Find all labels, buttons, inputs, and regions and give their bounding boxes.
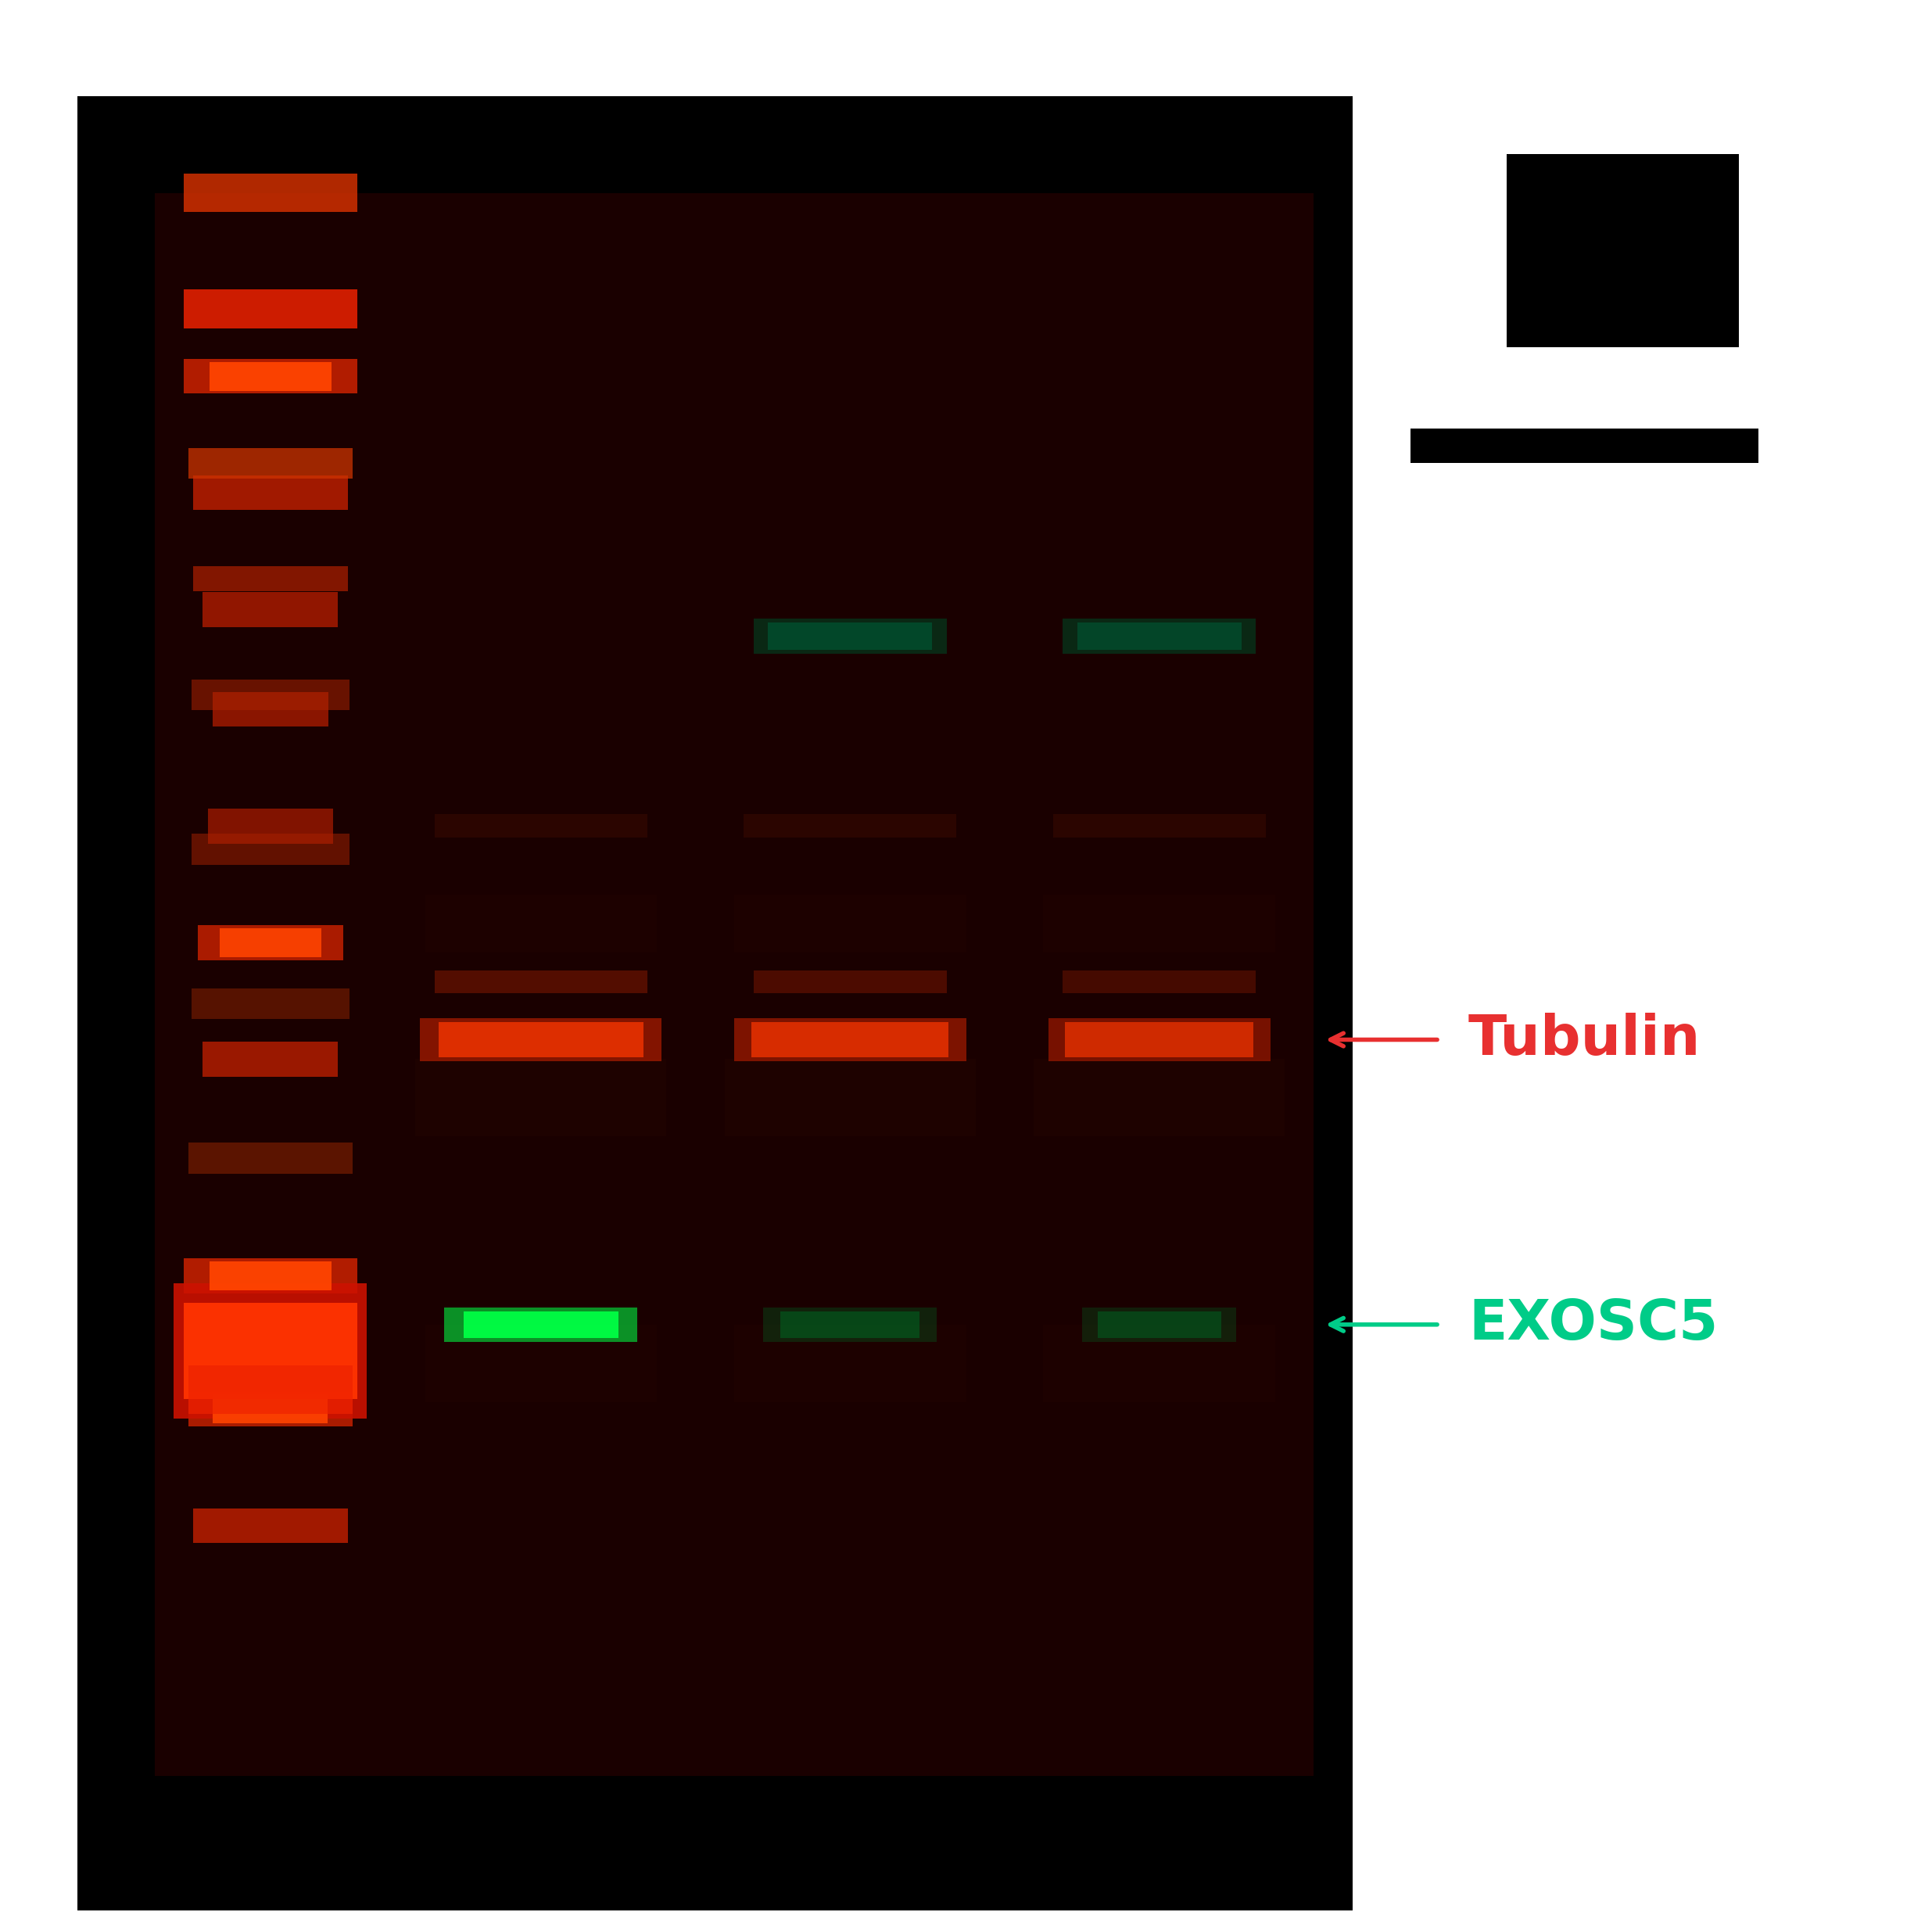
Bar	[1065, 1023, 1254, 1058]
Bar	[744, 814, 956, 838]
Bar	[189, 448, 352, 479]
Polygon shape	[116, 1795, 1024, 1911]
Text: Tubulin: Tubulin	[1468, 1013, 1700, 1067]
Bar	[155, 193, 1314, 1776]
Bar	[189, 1392, 352, 1426]
Bar	[1097, 1310, 1221, 1337]
Bar	[724, 1060, 976, 1137]
Bar	[203, 593, 338, 627]
Bar	[444, 1307, 638, 1341]
Bar	[199, 924, 344, 959]
Bar	[769, 623, 933, 650]
Polygon shape	[77, 96, 1352, 1911]
Bar	[184, 174, 357, 212]
Bar	[1507, 154, 1739, 347]
Bar	[1063, 971, 1256, 994]
Bar	[189, 1143, 352, 1173]
Bar	[1043, 896, 1275, 953]
Bar	[734, 896, 966, 953]
Bar	[1063, 620, 1256, 654]
Bar	[415, 1060, 667, 1137]
Bar	[1049, 1019, 1271, 1062]
Bar	[213, 693, 328, 728]
Bar	[734, 1324, 966, 1401]
Bar	[421, 1019, 661, 1062]
Bar	[193, 475, 348, 510]
Bar	[184, 359, 357, 394]
Bar	[1082, 1307, 1236, 1341]
Bar	[753, 971, 947, 994]
Bar	[191, 834, 350, 865]
Bar	[1078, 623, 1242, 650]
Bar	[1410, 428, 1758, 463]
Bar	[203, 1042, 338, 1077]
Bar	[191, 988, 350, 1019]
Bar	[213, 1395, 328, 1424]
Bar	[184, 290, 357, 328]
Bar	[211, 1262, 332, 1291]
Bar	[435, 971, 647, 994]
Bar	[734, 1019, 966, 1062]
Bar	[193, 1509, 348, 1544]
Bar	[220, 928, 321, 957]
Bar	[191, 679, 350, 710]
Bar	[752, 1023, 949, 1058]
Bar	[209, 809, 334, 843]
Bar	[464, 1310, 618, 1337]
Bar	[753, 620, 947, 654]
Bar	[174, 1283, 367, 1419]
Bar	[184, 1303, 357, 1399]
Bar	[1034, 1060, 1285, 1137]
Text: EXOSC5: EXOSC5	[1468, 1297, 1718, 1351]
Bar	[184, 1258, 357, 1293]
Bar	[763, 1307, 937, 1341]
Bar	[435, 814, 647, 838]
Bar	[425, 896, 657, 953]
Bar	[439, 1023, 643, 1058]
Bar	[781, 1310, 920, 1337]
Bar	[1043, 1324, 1275, 1401]
Bar	[211, 361, 332, 390]
Polygon shape	[77, 96, 145, 747]
Bar	[425, 1324, 657, 1401]
Bar	[193, 567, 348, 591]
Bar	[1053, 814, 1265, 838]
Bar	[189, 1366, 352, 1413]
